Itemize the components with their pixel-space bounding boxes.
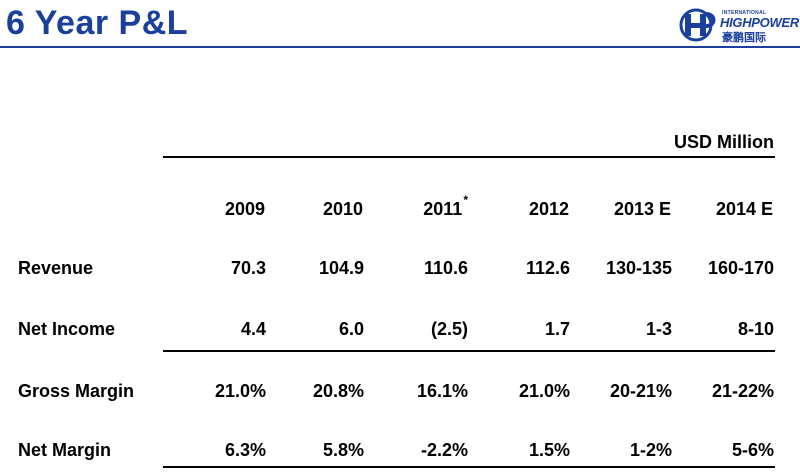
slide-title: 6 Year P&L — [6, 4, 189, 42]
column-header: 2009 — [224, 199, 265, 219]
table-top-rule — [163, 156, 775, 158]
table-cell: 110.6 — [423, 258, 468, 278]
table-cell: 1-3 — [645, 319, 672, 339]
table-cell: 4.4 — [240, 319, 266, 339]
table-mid-rule — [163, 350, 775, 352]
table-bottom-rule — [163, 466, 775, 468]
row-label: Revenue — [18, 258, 94, 278]
table-cell: 1.7 — [544, 319, 570, 339]
row-label: Gross Margin — [18, 381, 135, 401]
table-row: Gross Margin 21.0% 20.8% 16.1% 21.0% 20-… — [0, 378, 800, 404]
row-label: Net Income — [18, 319, 116, 339]
table-cell: 5.8% — [322, 440, 364, 460]
column-header: 2012 — [528, 199, 569, 219]
table-cell: 1.5% — [528, 440, 570, 460]
table-cell: 160-170 — [707, 258, 774, 278]
table-cell: 21.0% — [518, 381, 570, 401]
table-row: Revenue 70.3 104.9 110.6 112.6 130-135 1… — [0, 255, 800, 281]
highpower-logo: INTERNATIONAL HIGHPOWER 豪鹏国际 — [676, 6, 799, 44]
column-header: 2010 — [322, 199, 363, 219]
table-cell: 21-22% — [711, 381, 774, 401]
table-cell: 8-10 — [737, 319, 774, 339]
table-cell: (2.5) — [430, 319, 468, 339]
table-cell: 112.6 — [525, 258, 570, 278]
title-underline — [0, 46, 800, 48]
highpower-logo-icon — [679, 8, 716, 42]
table-cell: -2.2% — [420, 440, 468, 460]
table-cell: 5-6% — [731, 440, 774, 460]
logo-brand-text: HIGHPOWER — [720, 15, 799, 30]
table-cell: 130-135 — [605, 258, 672, 278]
table-header-row: 2009 2010 2011* 2012 2013 E 2014 E — [0, 191, 800, 219]
table-cell: 1-2% — [629, 440, 672, 460]
unit-label: USD Million — [674, 132, 774, 152]
table-cell: 6.3% — [224, 440, 266, 460]
table-cell: 70.3 — [230, 258, 266, 278]
logo-small-text: INTERNATIONAL — [722, 10, 767, 16]
table-row: Net Income 4.4 6.0 (2.5) 1.7 1-3 8-10 — [0, 316, 800, 342]
table-row: Net Margin 6.3% 5.8% -2.2% 1.5% 1-2% 5-6… — [0, 437, 800, 463]
column-header: 2013 E — [613, 199, 671, 219]
logo-chinese-text: 豪鹏国际 — [722, 31, 766, 44]
column-header: 2011* — [423, 193, 468, 219]
table-cell: 104.9 — [318, 258, 364, 278]
column-header: 2014 E — [715, 199, 773, 219]
table-cell: 6.0 — [338, 319, 364, 339]
table-cell: 20-21% — [609, 381, 672, 401]
table-cell: 16.1% — [416, 381, 468, 401]
row-label: Net Margin — [18, 440, 112, 460]
table-cell: 21.0% — [214, 381, 266, 401]
table-cell: 20.8% — [312, 381, 364, 401]
